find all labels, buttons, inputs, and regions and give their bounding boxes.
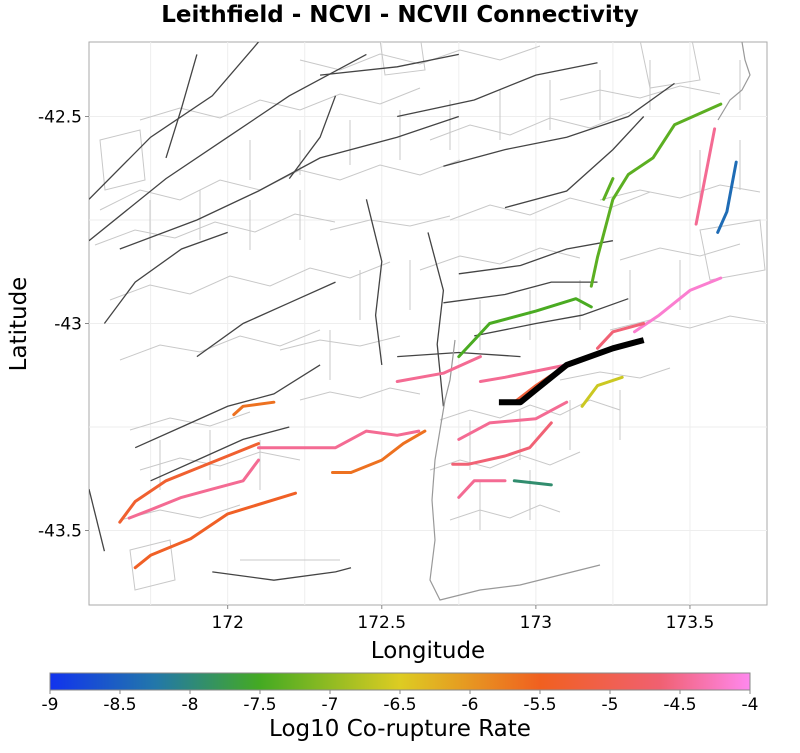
y-tick-label: -43.5 bbox=[38, 521, 82, 541]
background-fault-trace bbox=[165, 54, 198, 159]
rupture-trace bbox=[232, 400, 276, 417]
colored-ruptures bbox=[118, 102, 738, 570]
rupture-trace bbox=[633, 276, 723, 334]
rupture-trace bbox=[457, 479, 507, 499]
background-fault-trace bbox=[119, 115, 460, 250]
rupture-trace bbox=[457, 400, 569, 441]
y-tick-label: -43 bbox=[54, 315, 82, 335]
rupture-trace bbox=[512, 479, 553, 487]
rupture-trace bbox=[451, 421, 553, 466]
colorbar-tick-label: -7 bbox=[322, 695, 339, 715]
background-fault-trace bbox=[103, 231, 228, 324]
background-fault-trace bbox=[443, 281, 598, 304]
colorbar-tick-label: -9 bbox=[42, 695, 59, 715]
fault-section-mesh bbox=[94, 42, 766, 591]
rupture-trace bbox=[716, 160, 738, 234]
chart-title: Leithfield - NCVI - NCVII Connectivity bbox=[161, 2, 639, 28]
colorbar bbox=[49, 672, 751, 691]
background-fault-trace bbox=[89, 42, 259, 200]
background-fault-trace bbox=[397, 351, 521, 358]
rupture-trace bbox=[694, 127, 717, 226]
colorbar-tick-label: -8 bbox=[182, 695, 199, 715]
rupture-trace bbox=[457, 297, 593, 359]
coastline bbox=[429, 42, 751, 601]
colorbar-tick-label: -7.5 bbox=[243, 695, 276, 715]
x-tick-label: 172 bbox=[211, 613, 243, 633]
rupture-trace bbox=[602, 177, 615, 201]
y-axis-ticks: -42.5 -43 -43.5 bbox=[38, 108, 89, 541]
x-tick-label: 173 bbox=[520, 613, 552, 633]
colorbar-tick-label: -6.5 bbox=[383, 695, 416, 715]
rupture-trace bbox=[133, 491, 297, 570]
colorbar-tick-label: -6 bbox=[462, 695, 479, 715]
rupture-trace bbox=[257, 429, 421, 450]
colorbar-tick-label: -5 bbox=[602, 695, 619, 715]
background-fault-trace bbox=[212, 567, 352, 581]
background-fault-trace bbox=[134, 364, 321, 449]
background-fault-trace bbox=[443, 82, 675, 167]
background-fault-trace bbox=[150, 426, 290, 482]
rupture-trace bbox=[596, 322, 646, 350]
rupture-trace bbox=[580, 375, 624, 408]
background-fault-trace bbox=[196, 281, 336, 358]
leithfield-fault-trace bbox=[498, 337, 645, 406]
x-tick-label: 173.5 bbox=[666, 613, 715, 633]
background-fault-trace bbox=[89, 488, 106, 552]
y-tick-label: -42.5 bbox=[38, 108, 82, 128]
rupture-trace bbox=[395, 355, 482, 383]
background-fault-trace bbox=[89, 53, 367, 242]
x-axis-label: Longitude bbox=[370, 638, 486, 664]
x-tick-label: 172.5 bbox=[357, 613, 406, 633]
rupture-trace bbox=[589, 102, 723, 288]
background-fault-trace bbox=[397, 62, 598, 118]
rupture-trace bbox=[127, 458, 260, 520]
y-axis-label: Latitude bbox=[6, 276, 32, 372]
colorbar-tick-label: -5.5 bbox=[523, 695, 556, 715]
background-fault-trace bbox=[474, 298, 629, 337]
rupture-trace bbox=[331, 429, 427, 474]
background-fault-trace bbox=[458, 240, 614, 275]
colorbar-tick-label: -8.5 bbox=[103, 695, 136, 715]
leithfield-fault-group bbox=[498, 337, 645, 406]
rupture-trace bbox=[118, 442, 260, 524]
colorbar-label: Log10 Co-rupture Rate bbox=[269, 716, 531, 742]
colorbar-ticks: -9 -8.5 -8 -7.5 -7 -6.5 -6 -5.5 -5 -4.5 -4 bbox=[42, 690, 759, 715]
colorbar-tick-label: -4 bbox=[742, 695, 759, 715]
x-axis-ticks: 172 172.5 173 173.5 bbox=[211, 605, 714, 633]
background-fault-trace bbox=[288, 95, 337, 179]
background-fault-trace bbox=[320, 53, 459, 76]
colorbar-tick-label: -4.5 bbox=[663, 695, 696, 715]
background-fault-trace bbox=[504, 116, 645, 209]
background-fault-trace bbox=[365, 199, 383, 365]
